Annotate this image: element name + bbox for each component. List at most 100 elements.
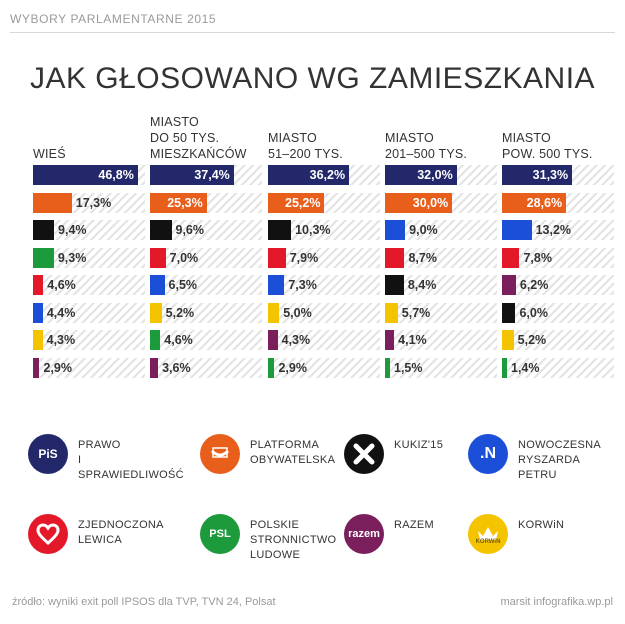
value-label: 6,5% — [168, 278, 198, 292]
bar-track: 30,0% — [385, 192, 497, 213]
value-label: 6,0% — [519, 305, 548, 320]
value-label: 7,8% — [523, 250, 552, 265]
bar-track: 28,6% — [502, 192, 614, 213]
value-label: 4,4% — [46, 305, 76, 320]
bar-track: 36,2% — [268, 165, 380, 185]
bar-nowoczesna — [502, 220, 532, 240]
bar-zl — [268, 247, 286, 268]
legend-label: PLATFORMA OBYWATELSKA — [250, 439, 336, 466]
value-label: 9,4% — [58, 223, 87, 237]
bar-track: 4,1% — [385, 330, 497, 350]
legend-item-kukiz: KUKIZ'15 — [344, 434, 492, 480]
bar-psl — [385, 357, 390, 378]
value-label: 2,9% — [278, 360, 307, 375]
column-header-box: MIASTO DO 50 TYS. MIESZKAŃCÓW — [150, 110, 262, 162]
column-header: MIASTO DO 50 TYS. MIESZKAŃCÓW — [150, 115, 247, 161]
bar-track: 9,3% — [33, 247, 145, 268]
value-label: 4,6% — [164, 333, 193, 347]
bar-pis — [385, 165, 457, 185]
value-label: 4,1% — [398, 333, 427, 347]
value-label: 8,7% — [408, 250, 437, 265]
value-label: 4,3% — [281, 333, 311, 347]
razem-logo-icon: razem — [344, 514, 384, 554]
legend-item-po: PLATFORMA OBYWATELSKA — [200, 434, 348, 480]
pis-logo-icon: PiS — [28, 434, 68, 474]
value-label: 1,5% — [394, 360, 423, 375]
value-label: 31,3% — [532, 168, 569, 182]
value-label: 4,3% — [46, 333, 76, 347]
bar-track: 1,4% — [502, 357, 614, 378]
legend-label: PRAWO I SPRAWIEDLIWOŚĆ — [78, 439, 184, 481]
bar-track: 4,3% — [33, 330, 145, 350]
bar-po — [385, 192, 453, 213]
bar-razem — [33, 357, 40, 378]
bar-korwin — [502, 330, 514, 350]
value-label: 7,0% — [169, 250, 199, 265]
value-label: 7,9% — [289, 250, 319, 265]
bar-psl — [268, 357, 275, 378]
bar-zl — [385, 247, 405, 268]
bar-po — [268, 192, 325, 213]
bar-nowoczesna — [385, 220, 406, 240]
column-header: MIASTO POW. 500 TYS. — [502, 131, 593, 161]
bar-pis — [502, 165, 573, 185]
value-label: 5,7% — [401, 305, 431, 320]
psl-logo-icon: PSL — [200, 514, 240, 554]
column-header: MIASTO 201–500 TYS. — [385, 131, 468, 161]
bar-track: 7,0% — [150, 247, 262, 268]
value-label: 37,4% — [194, 168, 230, 182]
top-bar: WYBORY PARLAMENTARNE 2015 — [10, 6, 615, 33]
source-note: źródło: wyniki exit poll IPSOS dla TVP, … — [12, 596, 276, 608]
bar-zl — [33, 275, 44, 295]
bar-track: 2,9% — [33, 357, 145, 378]
bar-psl — [502, 357, 507, 378]
bar-nowoczesna — [268, 275, 285, 295]
bar-pis — [268, 165, 350, 185]
bar-track: 3,6% — [150, 357, 262, 378]
bar-track: 9,6% — [150, 220, 262, 240]
bar-nowoczesna — [150, 275, 165, 295]
value-label: 7,3% — [288, 278, 317, 292]
korwin-crown-icon: KORWiN — [468, 514, 508, 554]
bar-track: 13,2% — [502, 220, 614, 240]
bar-track: 9,0% — [385, 220, 497, 240]
legend-label: RAZEM — [394, 519, 434, 531]
bar-track: 1,5% — [385, 357, 497, 378]
bar-track: 7,3% — [268, 275, 380, 295]
bar-psl — [33, 247, 54, 268]
legend-item-nowoczesna: .N NOWOCZESNA RYSZARDA PETRU — [468, 434, 616, 481]
bar-track: 8,7% — [385, 247, 497, 268]
chart-title: JAK GŁOSOWANO WG ZAMIESZKANIA — [29, 62, 596, 95]
value-label: 10,3% — [295, 223, 331, 237]
column-header: WIEŚ — [33, 147, 66, 161]
column-header-box: WIEŚ — [33, 110, 145, 162]
bar-track: 4,3% — [268, 330, 380, 350]
kukiz-logo-icon — [344, 434, 384, 474]
value-label: 5,2% — [165, 305, 195, 320]
legend-label: ZJEDNOCZONA LEWICA — [78, 519, 164, 546]
bar-track: 4,6% — [150, 330, 262, 350]
legend-item-razem: razem RAZEM — [344, 514, 492, 560]
bar-kukiz — [268, 220, 292, 240]
po-logo-icon — [200, 434, 240, 474]
value-label: 17,3% — [75, 195, 112, 210]
zl-heart-icon — [28, 514, 68, 554]
legend-label: NOWOCZESNA RYSZARDA PETRU — [518, 439, 602, 481]
bar-korwin — [33, 330, 43, 350]
bar-track: 10,3% — [268, 220, 380, 240]
bar-track: 25,2% — [268, 192, 380, 213]
bar-korwin — [385, 302, 398, 323]
value-label: 8,4% — [407, 278, 437, 292]
bar-razem — [268, 330, 278, 350]
value-label: 1,4% — [511, 360, 540, 375]
bar-track: 5,7% — [385, 302, 497, 323]
bar-po — [502, 192, 567, 213]
value-label: 13,2% — [535, 223, 572, 237]
column-header: MIASTO 51–200 TYS. — [268, 131, 343, 161]
value-label: 32,0% — [417, 168, 453, 182]
value-label: 25,2% — [285, 195, 321, 210]
bar-pis — [33, 165, 138, 185]
bar-kukiz — [33, 220, 55, 240]
bar-razem — [385, 330, 395, 350]
bar-nowoczesna — [33, 302, 43, 323]
